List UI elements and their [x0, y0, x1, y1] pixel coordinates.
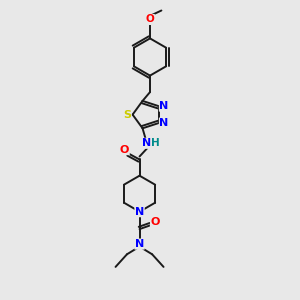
Text: N: N [142, 138, 151, 148]
Text: O: O [151, 217, 160, 227]
Text: N: N [159, 118, 169, 128]
Text: O: O [146, 14, 154, 25]
Text: H: H [151, 138, 160, 148]
Text: N: N [159, 101, 169, 111]
Text: O: O [120, 145, 129, 154]
Text: N: N [135, 239, 144, 249]
Text: S: S [123, 110, 131, 120]
Text: N: N [135, 207, 144, 217]
